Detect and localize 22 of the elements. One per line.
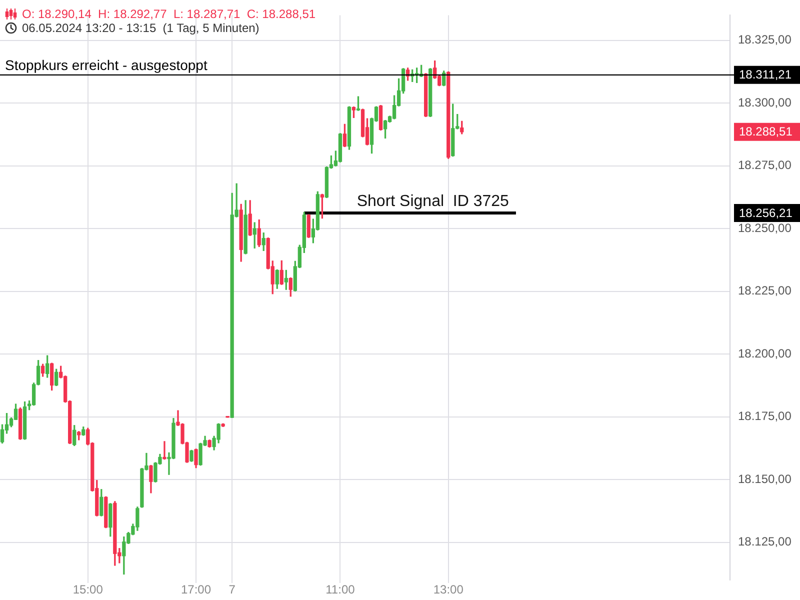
y-tick-label: 18.150,00: [738, 472, 792, 486]
y2-tick-label: 18.256,21: [739, 206, 793, 220]
y-tick-label: 18.250,00: [738, 220, 792, 235]
x-tick-label: 11:00: [326, 582, 356, 597]
y2-tick-label: 18.311,21: [739, 68, 792, 82]
y-tick-label: 18.225,00: [738, 284, 792, 298]
y-tick-label: 18.175,00: [738, 409, 792, 424]
y-tick-label: 18.200,00: [738, 346, 792, 360]
y-tick-label: 18.275,00: [738, 158, 792, 172]
y-tick-label: 18.125,00: [738, 534, 792, 549]
y2-tick-label: 18.288,51: [739, 124, 793, 139]
candlestick: [162, 441, 166, 460]
y-tick-label: 18.300,00: [738, 95, 792, 110]
x-tick-label: 13:00: [433, 582, 464, 597]
x-tick-label: 17:00: [181, 582, 212, 597]
x-tick-label: 15:00: [72, 582, 104, 597]
x-tick-label: 7: [228, 582, 236, 597]
ref-line-label: Stoppkurs erreicht - ausgestoppt: [5, 56, 208, 73]
y-tick-label: 18.325,00: [738, 32, 792, 47]
series-label: Short Signal ID 3725: [356, 192, 510, 210]
chart-title: O: 18.290,14 H: 18.292,77 L: 18.287,71 C: 18.288,51: [22, 7, 316, 21]
text: 06.05.2024 13:20 - 13:15 (1 Tag, 5 Minuten): [22, 21, 260, 35]
